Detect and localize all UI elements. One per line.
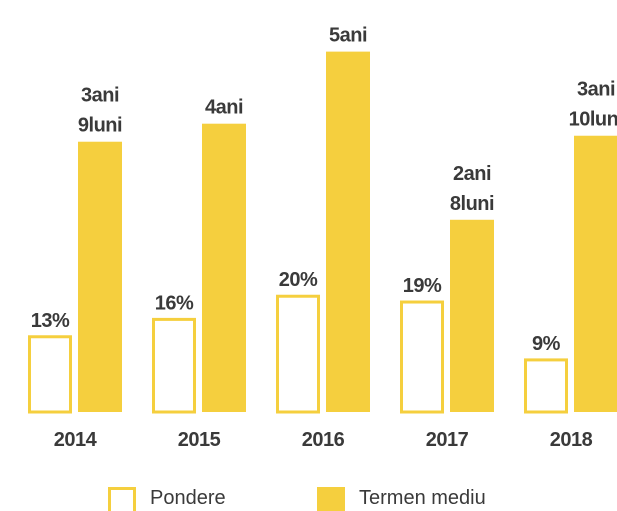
x-tick-label: 2017 bbox=[426, 429, 469, 451]
data-label: 4ani bbox=[205, 97, 243, 119]
bar bbox=[574, 135, 617, 412]
bar bbox=[326, 51, 370, 412]
x-tick-label: 2015 bbox=[178, 429, 221, 451]
data-label: 13% bbox=[31, 310, 70, 332]
data-label: 19% bbox=[403, 275, 442, 297]
data-label: 2ani 8luni bbox=[450, 163, 494, 215]
bar bbox=[400, 300, 444, 414]
bar bbox=[152, 317, 196, 414]
legend-label: Pondere bbox=[150, 487, 226, 509]
bar bbox=[28, 335, 72, 414]
legend-label: Termen mediu bbox=[359, 487, 486, 509]
x-tick-label: 2018 bbox=[550, 429, 593, 451]
x-tick-label: 2016 bbox=[302, 429, 345, 451]
bar bbox=[450, 219, 494, 412]
bar bbox=[276, 294, 320, 414]
data-label: 20% bbox=[279, 269, 318, 291]
legend-swatch bbox=[317, 487, 345, 511]
data-label: 9% bbox=[532, 333, 561, 355]
data-label: 5ani bbox=[329, 25, 367, 47]
data-label: 16% bbox=[155, 292, 194, 314]
x-tick-label: 2014 bbox=[54, 429, 98, 451]
legend-swatch bbox=[108, 487, 136, 511]
data-label: 3ani 9luni bbox=[78, 85, 122, 137]
data-label: 3ani10luni bbox=[569, 79, 617, 131]
bar bbox=[202, 123, 246, 412]
bar bbox=[524, 358, 568, 414]
bar bbox=[78, 141, 122, 412]
